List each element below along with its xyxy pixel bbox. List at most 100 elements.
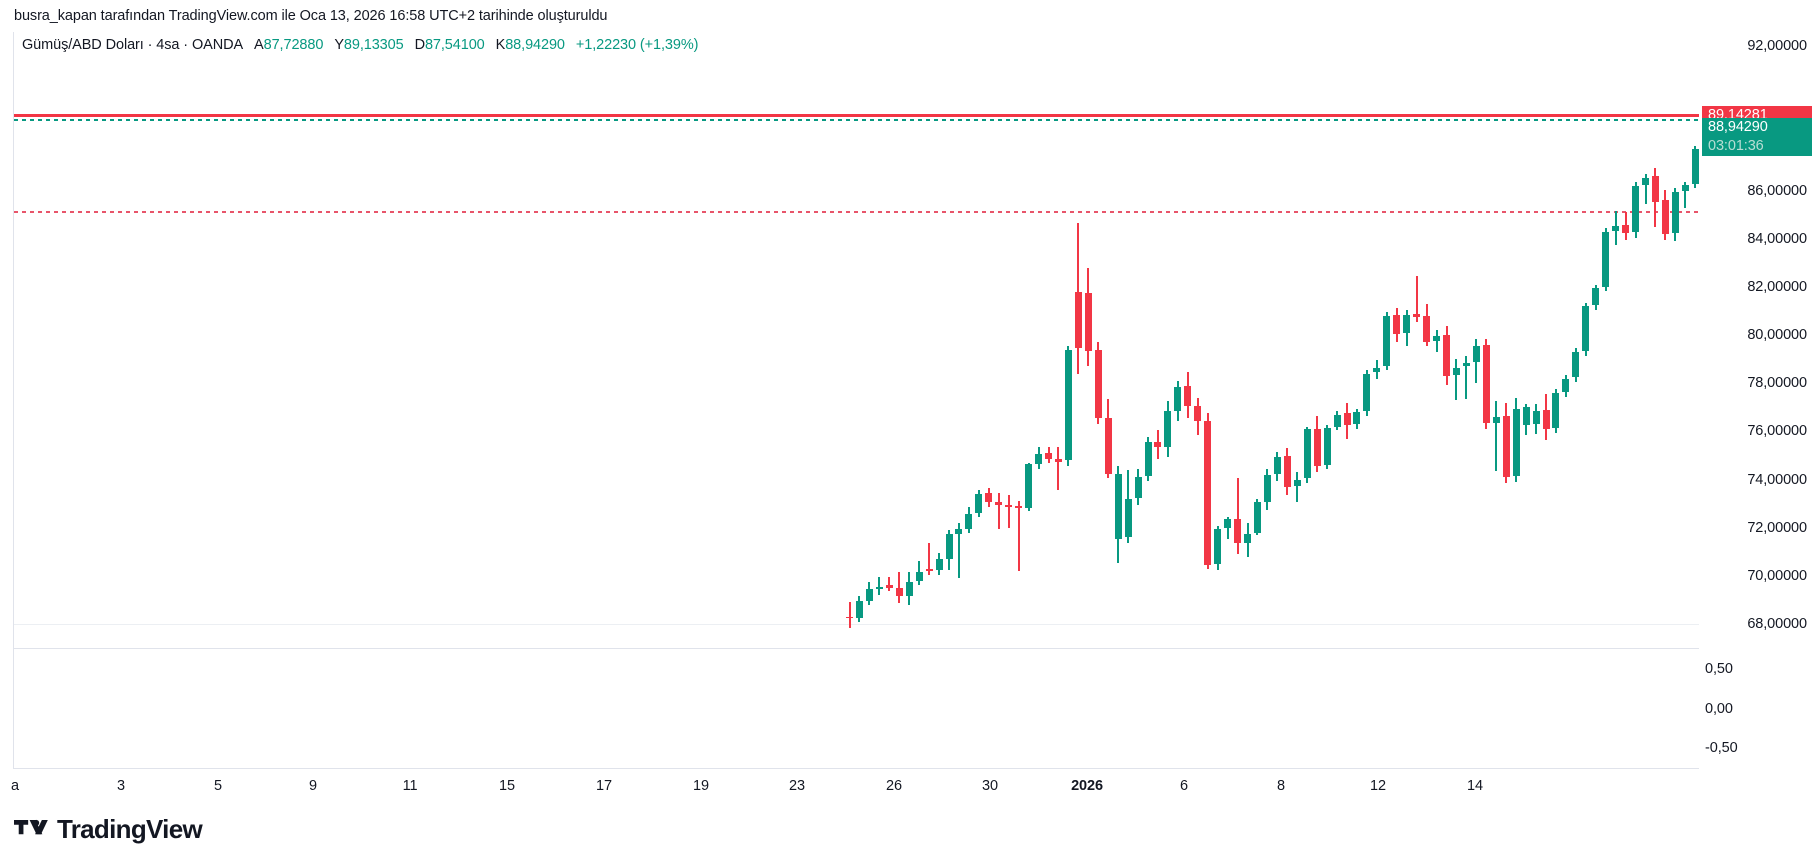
candle xyxy=(1005,32,1013,648)
candle xyxy=(975,32,983,648)
candle xyxy=(1522,32,1530,648)
candle-wick xyxy=(1435,330,1438,353)
candle xyxy=(1343,32,1351,648)
legend-interval[interactable]: 4sa xyxy=(156,37,180,53)
candle-body xyxy=(1035,454,1043,464)
legend-open-label: A xyxy=(254,37,264,53)
candle-body xyxy=(905,581,913,597)
candle xyxy=(1333,32,1341,648)
time-tick: 17 xyxy=(596,778,612,794)
legend-low: D87,54100 xyxy=(415,37,485,53)
candle-body xyxy=(945,533,953,559)
time-tick: 15 xyxy=(499,778,515,794)
candle xyxy=(1642,32,1649,648)
legend-high: Y89,13305 xyxy=(334,37,403,53)
candle xyxy=(846,32,853,648)
candle-wick xyxy=(1296,472,1299,503)
price-axis[interactable]: 92,00000 86,00000 84,00000 82,00000 80,00000… xyxy=(1699,32,1815,768)
sub-indicator-pane[interactable] xyxy=(14,649,1699,768)
candle-body xyxy=(1025,463,1033,509)
candle xyxy=(1482,32,1490,648)
candle-body xyxy=(1661,200,1669,235)
candle-wick xyxy=(1455,359,1458,401)
candle xyxy=(1393,32,1401,648)
price-tick: 72,00000 xyxy=(1747,519,1807,536)
candle xyxy=(1234,32,1242,648)
candle-body xyxy=(1383,315,1391,367)
candle-body xyxy=(1671,192,1679,233)
legend-low-label: D xyxy=(414,37,425,53)
candle-body xyxy=(1104,418,1112,474)
candle xyxy=(1194,32,1202,648)
time-tick: 5 xyxy=(214,778,222,794)
candle-body xyxy=(1144,442,1152,476)
candle-body xyxy=(865,589,873,602)
candle-body xyxy=(1293,479,1301,486)
candle xyxy=(995,32,1003,648)
chart-legend[interactable]: Gümüş/ABD Doları · 4sa · OANDA A87,72880… xyxy=(22,37,698,53)
candle-body xyxy=(1393,314,1401,334)
candle-body xyxy=(846,616,853,619)
candle-body xyxy=(975,494,983,514)
candle-wick xyxy=(928,543,931,575)
tradingview-mark-icon xyxy=(14,819,48,834)
candle xyxy=(985,32,993,648)
candle-body xyxy=(935,558,943,570)
candle-body xyxy=(1343,413,1351,426)
time-tick: 26 xyxy=(886,778,902,794)
candle xyxy=(1273,32,1281,648)
candle xyxy=(1353,32,1361,648)
candle-wick xyxy=(1495,401,1498,472)
candle-wick xyxy=(888,577,891,592)
price-tick: 68,00000 xyxy=(1747,615,1807,632)
candle xyxy=(935,32,943,648)
sub-price-tick: 0,00 xyxy=(1705,700,1733,717)
chart-frame[interactable]: Gümüş/ABD Doları · 4sa · OANDA A87,72880… xyxy=(13,32,1699,768)
main-price-pane[interactable] xyxy=(14,32,1699,648)
candle xyxy=(1651,32,1659,648)
candle-body xyxy=(1224,519,1232,528)
candle-body xyxy=(1015,506,1023,509)
candle xyxy=(1174,32,1182,648)
legend-symbol[interactable]: Gümüş/ABD Doları xyxy=(22,37,144,53)
candle-body xyxy=(1313,429,1321,467)
candle-body xyxy=(1592,288,1600,306)
candle xyxy=(1403,32,1411,648)
close-price-badge[interactable]: 88,94290 03:01:36 xyxy=(1702,117,1812,156)
candle-body xyxy=(1234,519,1242,544)
candle-wick xyxy=(997,492,1000,529)
candle-body xyxy=(1353,412,1361,425)
candle xyxy=(1602,32,1610,648)
candle-body xyxy=(1542,409,1550,430)
candle-wick xyxy=(1644,173,1647,205)
close-price-value: 88,94290 xyxy=(1708,118,1768,135)
candle xyxy=(1184,32,1192,648)
price-tick: 82,00000 xyxy=(1747,279,1807,296)
candle xyxy=(1054,32,1062,648)
candle-body xyxy=(1632,186,1640,232)
time-axis[interactable]: a 3 5 9 11 15 17 19 23 26 30 2026 6 8 12 14 xyxy=(11,768,1699,802)
pane-separator[interactable] xyxy=(14,648,1699,649)
candle-wick xyxy=(1465,355,1468,399)
candle xyxy=(1691,32,1699,648)
time-tick: 11 xyxy=(402,778,418,794)
candle-body xyxy=(1612,225,1620,231)
candle-body xyxy=(1552,392,1560,428)
tradingview-logo[interactable]: TradingView xyxy=(14,816,203,842)
candle-body xyxy=(895,587,903,597)
candle-body xyxy=(1114,473,1122,539)
candle xyxy=(1423,32,1431,648)
candle xyxy=(1323,32,1331,648)
candle xyxy=(1542,32,1550,648)
candle xyxy=(1154,32,1162,648)
candle-body xyxy=(925,568,933,571)
candle-body xyxy=(1423,315,1431,343)
candle-body xyxy=(1084,293,1092,351)
price-tick: 78,00000 xyxy=(1747,375,1807,392)
candle-body xyxy=(1154,442,1162,448)
price-tick: 74,00000 xyxy=(1747,471,1807,488)
candle xyxy=(885,32,893,648)
candle xyxy=(915,32,923,648)
candle-body xyxy=(1094,349,1102,419)
candle xyxy=(1612,32,1620,648)
